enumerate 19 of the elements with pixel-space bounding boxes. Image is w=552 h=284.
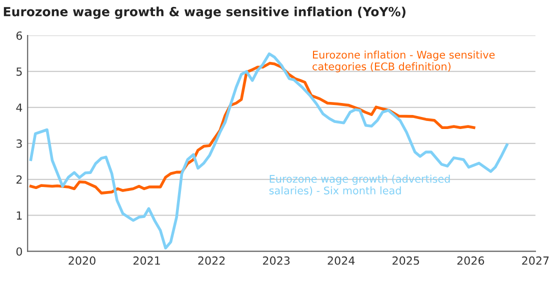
x-tick-label: 2022 <box>198 256 225 265</box>
x-tick-label: 2021 <box>133 256 160 265</box>
chart-title: Eurozone wage growth & wage sensitive inflation (YoY%) <box>4 6 406 19</box>
y-tick-label: 6 <box>16 31 22 40</box>
x-tick-label: 2023 <box>263 256 290 265</box>
y-tick-label: 3 <box>16 139 22 148</box>
x-tick-label: 2025 <box>392 256 420 265</box>
y-tick-label: 5 <box>16 68 22 76</box>
x-tick-label: 2024 <box>328 256 355 265</box>
y-tick-label: 4 <box>16 104 22 112</box>
x-tick-label: 2026 <box>457 256 484 265</box>
x-tick-label: 2020 <box>68 256 96 265</box>
y-tick-label: 0 <box>16 247 22 256</box>
y-tick-label: 2 <box>16 175 22 184</box>
series-label: Eurozone wage growth (advertised salaries) - Six month lead <box>269 174 450 196</box>
line-series <box>29 52 508 250</box>
series-label: Eurozone inflation - Wage sensitive categories (ECB definition) <box>312 50 495 72</box>
x-tick-label: 2027 <box>522 256 549 265</box>
y-tick-label: 1 <box>16 211 22 220</box>
